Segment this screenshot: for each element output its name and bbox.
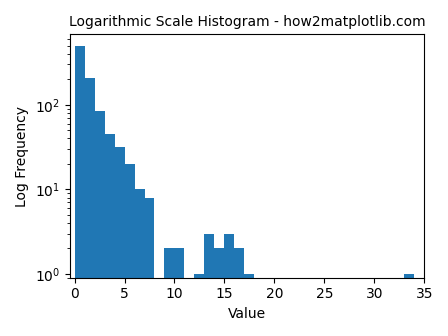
Bar	[234, 248, 245, 336]
Bar	[174, 248, 185, 336]
Y-axis label: Log Frequency: Log Frequency	[15, 106, 29, 207]
Bar	[404, 274, 414, 336]
Bar	[85, 78, 95, 336]
Bar	[134, 189, 145, 336]
Bar	[95, 111, 104, 336]
Bar	[164, 248, 174, 336]
Bar	[74, 46, 85, 336]
X-axis label: Value: Value	[228, 307, 266, 321]
Bar	[104, 134, 115, 336]
Bar	[115, 146, 125, 336]
Bar	[204, 234, 215, 336]
Bar	[194, 274, 204, 336]
Title: Logarithmic Scale Histogram - how2matplotlib.com: Logarithmic Scale Histogram - how2matplo…	[69, 15, 425, 29]
Bar	[224, 234, 234, 336]
Bar	[145, 198, 155, 336]
Bar	[125, 164, 134, 336]
Bar	[215, 248, 224, 336]
Bar	[245, 274, 254, 336]
